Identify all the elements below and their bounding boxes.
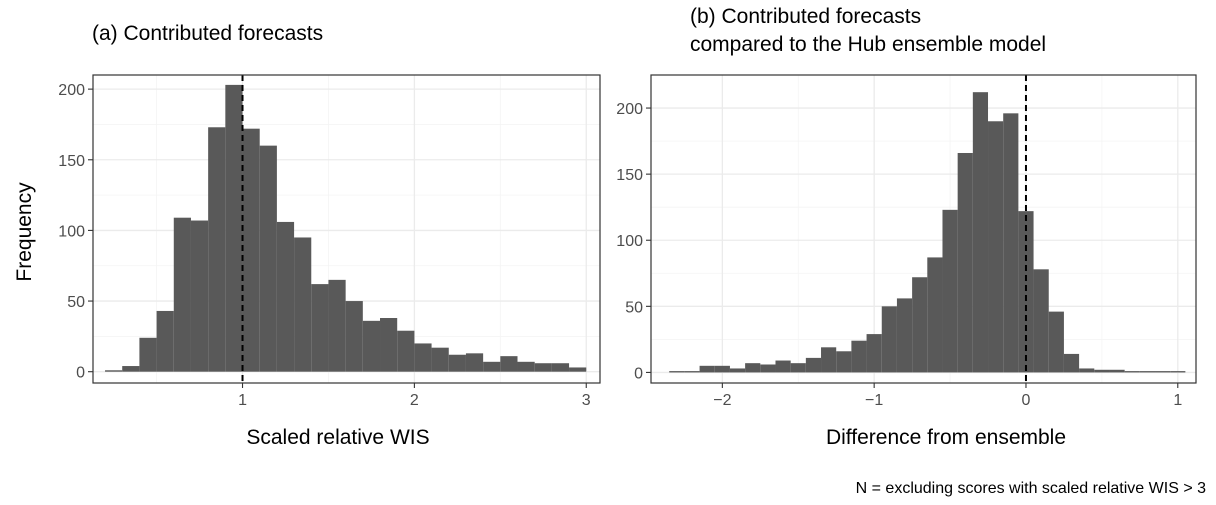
x-tick-label: 1 [238,392,247,409]
histogram-bar [684,371,700,373]
histogram-bar [1048,311,1064,373]
histogram-bar [397,330,415,372]
histogram-bar [1079,368,1095,373]
histogram-bar [551,363,570,372]
panel-b-x-axis-title: Difference from ensemble [826,426,1066,449]
histogram-bar [912,277,928,373]
histogram-bar [881,306,897,373]
y-tick-label: 100 [58,223,85,240]
histogram-bar [1109,369,1125,373]
histogram-bar [294,237,312,372]
histogram-bar [276,221,295,372]
histogram-bar [1018,211,1034,373]
histogram-bar [866,334,882,373]
caption: N = excluding scores with scaled relativ… [856,480,1206,497]
histogram-bar [729,368,746,373]
y-tick-label: 150 [58,153,85,170]
histogram-bar [669,371,685,373]
y-tick-label: 150 [616,167,643,184]
y-tick-label: 0 [76,365,85,382]
histogram-bar [534,363,552,372]
histogram-bar [208,127,226,372]
histogram-bar [1063,353,1080,373]
histogram-bar [836,351,852,373]
histogram-bar [805,357,822,373]
histogram-bar [483,361,501,372]
panel-a-bars [105,84,587,372]
histogram-bar [927,257,943,373]
histogram-bar [775,360,791,373]
histogram-bar [173,217,191,372]
panel-a: 1 2 3 0 50 100 150 200 (a) Contributed forecast… [13,22,601,449]
histogram-bar [988,121,1004,373]
histogram-bar [500,356,518,372]
panel-a-title: (a) Contributed forecasts [92,22,323,45]
histogram-bar [105,370,123,372]
histogram-bar [362,320,381,372]
histogram-bar [139,337,157,372]
panel-b-title: (b) Contributed forecasts [690,5,921,28]
histogram-bar [1139,371,1156,373]
histogram-bar [972,92,989,373]
histogram-bar [1003,113,1019,373]
x-tick-label: 2 [410,392,419,409]
histogram-bar [699,365,715,373]
histogram-bar [790,363,806,373]
panel-b-bars [669,92,1186,373]
histogram-bar [957,152,973,373]
histogram-bar [345,301,363,372]
y-tick-label: 100 [616,233,643,250]
histogram-bar [311,284,329,372]
histogram-bar [156,310,174,372]
histogram-bar [942,209,958,373]
histogram-bar [1094,369,1110,373]
histogram-bar [1155,371,1171,373]
x-tick-label: 3 [582,392,591,409]
histogram-bar [760,364,776,373]
histogram-bar [1033,269,1049,373]
histogram-bar [745,363,761,373]
y-tick-label: 0 [634,365,643,382]
y-tick-label: 50 [625,299,643,316]
histogram-bar [448,354,466,372]
histogram-bar [259,145,277,372]
y-tick-label: 200 [58,82,85,99]
histogram-bar [414,343,432,372]
x-tick-label: −1 [865,392,883,409]
panel-a-y-axis-title: Frequency [13,182,36,282]
panel-b-subtitle: compared to the Hub ensemble model [690,33,1046,56]
panel-b: −2 −1 0 1 0 50 100 150 200 (b) Contributed forec… [616,5,1197,449]
histogram-bar [465,353,484,372]
histogram-bar [122,366,140,372]
y-tick-label: 50 [67,294,85,311]
histogram-bar [517,361,535,372]
histogram-bar [1170,371,1186,373]
x-tick-label: −2 [713,392,731,409]
histogram-bar [896,298,913,373]
panel-a-border [92,74,601,384]
histogram-bar [821,347,837,373]
panel-b-border [650,74,1197,384]
panel-a-ticks: 1 2 3 0 50 100 150 200 [58,82,591,409]
histogram-bar [380,318,398,372]
y-tick-label: 200 [616,101,643,118]
histogram-bar [328,279,346,372]
x-tick-label: 1 [1173,392,1182,409]
histogram-bar [190,220,209,372]
panel-a-x-axis-title: Scaled relative WIS [246,426,429,449]
x-tick-label: 0 [1022,392,1031,409]
histogram-bar [225,84,243,372]
histogram-bar [431,347,449,372]
histogram-bar [1124,371,1140,373]
panel-b-ticks: −2 −1 0 1 0 50 100 150 200 [616,101,1182,409]
histogram-bar [714,365,730,373]
histogram-bar [569,367,587,372]
histogram-bar [242,128,260,372]
histogram-bar [851,340,867,373]
